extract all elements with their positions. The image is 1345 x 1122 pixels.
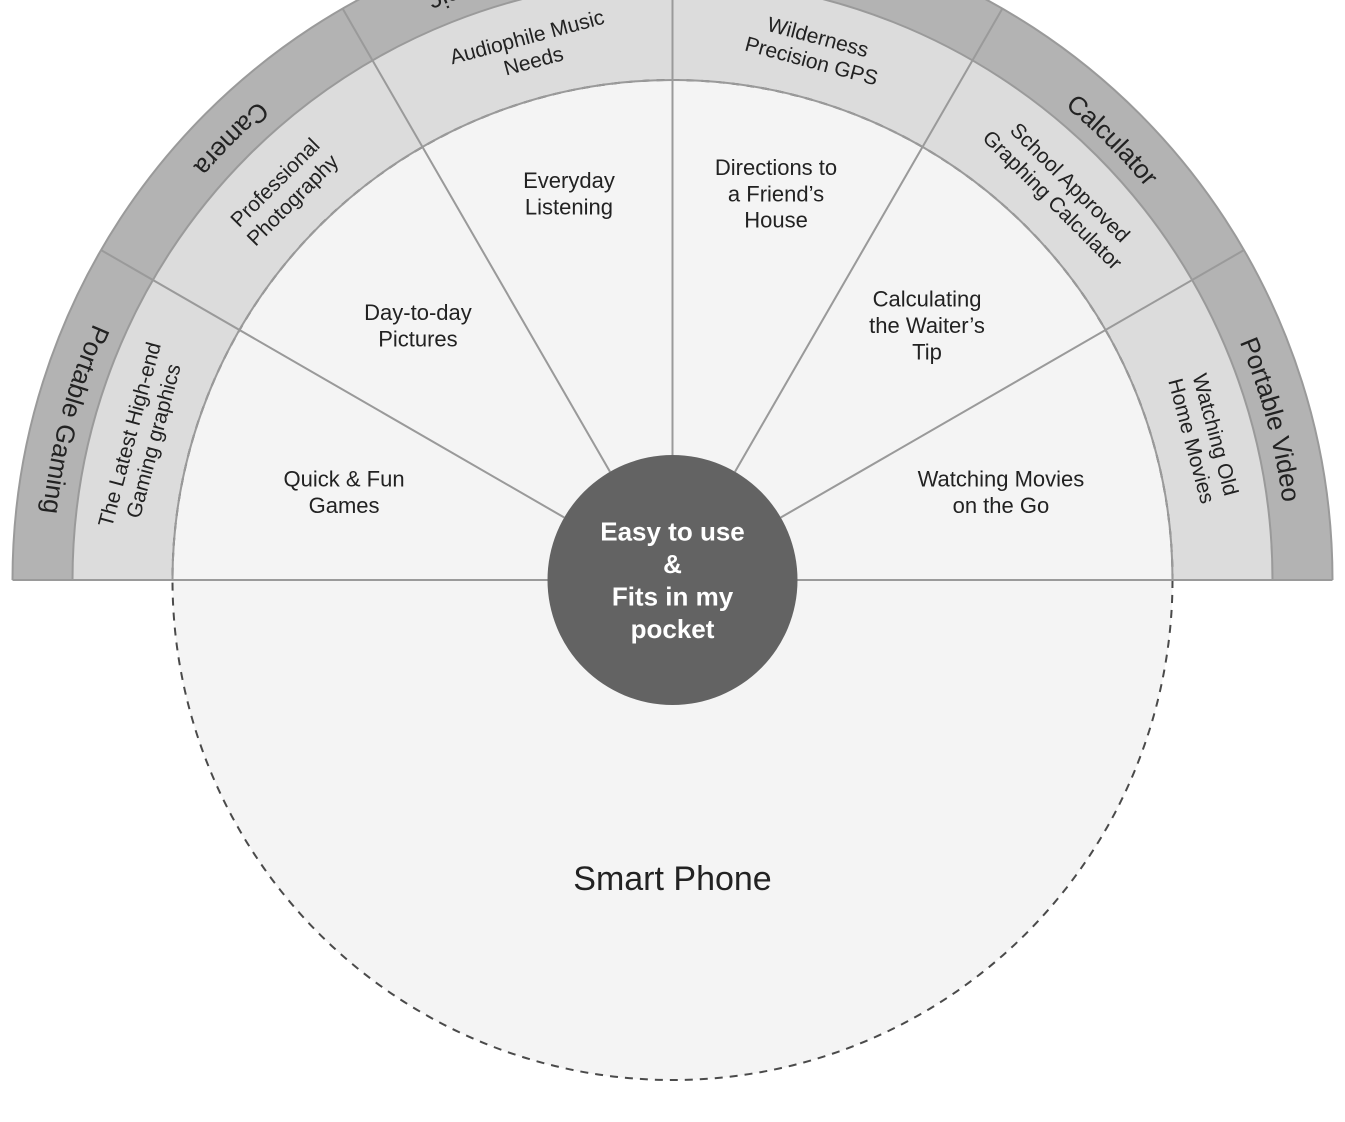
center-label-line: Fits in my: [612, 581, 734, 611]
inner-wedge-label: Quick & Fun: [284, 467, 405, 492]
inner-wedge-label: Tip: [912, 340, 942, 365]
center-label-line: Easy to use: [600, 516, 745, 546]
inner-wedge-label: House: [744, 208, 808, 233]
inner-wedge-label: Watching Movies: [918, 467, 1085, 492]
inner-wedge-label: a Friend’s: [728, 181, 824, 206]
inner-wedge-label: the Waiter’s: [869, 313, 985, 338]
center-label-line: &: [663, 549, 682, 579]
inner-wedge-label: Pictures: [378, 326, 457, 351]
inner-wedge-label: on the Go: [953, 493, 1050, 518]
inner-wedge-label: Listening: [525, 195, 613, 220]
radial-diagram: Easy to use&Fits in mypocket Smart Phone P…: [0, 0, 1345, 1122]
inner-wedge-label: Calculating: [873, 287, 982, 312]
center-label-line: pocket: [631, 614, 715, 644]
bottom-area-label: Smart Phone: [573, 860, 771, 898]
inner-wedge-label: Directions to: [715, 155, 837, 180]
inner-wedge-label: Day-to-day: [364, 300, 472, 325]
inner-wedge-label: Games: [309, 493, 380, 518]
inner-wedge-label: Everyday: [523, 168, 615, 193]
